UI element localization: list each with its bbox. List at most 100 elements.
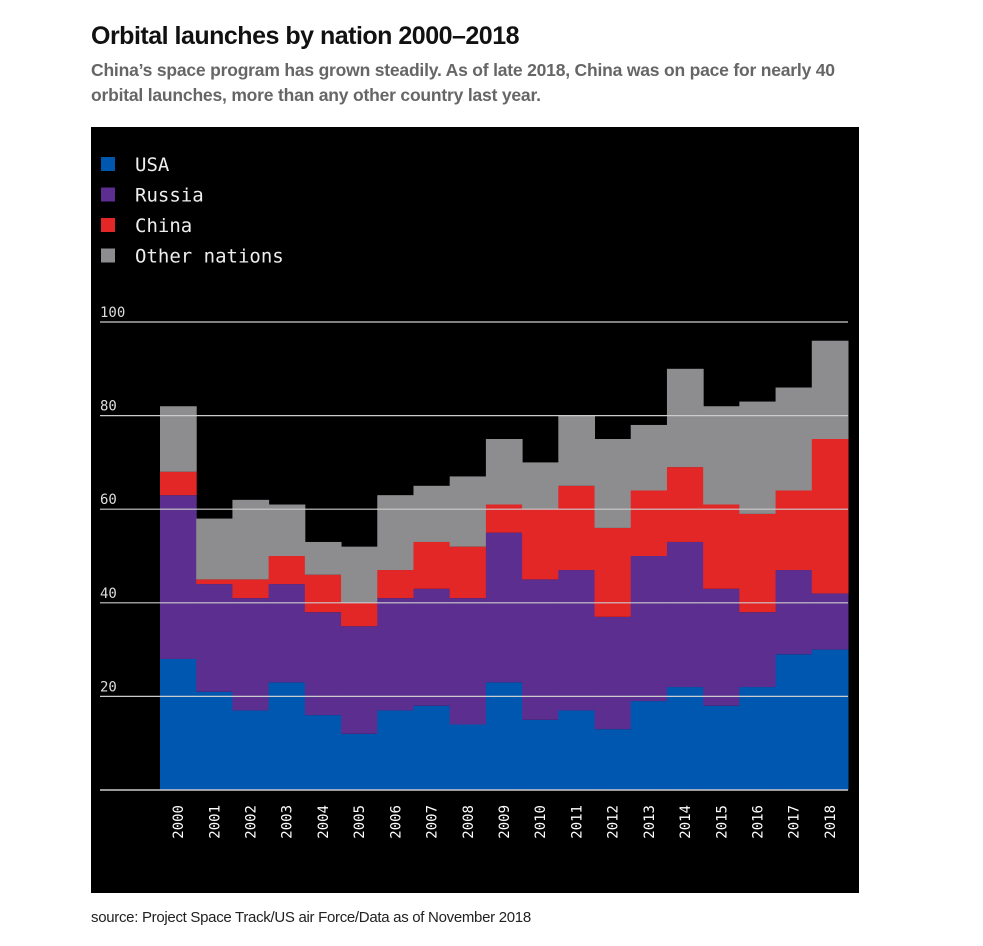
x-tick-label: 2003 <box>280 805 296 839</box>
bar-china-2006 <box>377 570 414 599</box>
bar-russia-2013 <box>630 556 668 702</box>
bar-other-nations-2001 <box>196 518 233 580</box>
bar-china-2000 <box>160 471 197 496</box>
bar-china-2007 <box>413 541 451 589</box>
x-tick-label: 2006 <box>388 805 404 839</box>
x-tick-label: 2004 <box>316 805 332 839</box>
bar-russia-2002 <box>232 598 270 711</box>
y-tick-label: 60 <box>100 492 117 508</box>
bar-usa-2012 <box>594 729 632 790</box>
bar-other-nations-2018 <box>811 340 849 439</box>
bar-usa-2005 <box>341 733 378 790</box>
stacked-bar-chart: 20 40 60 80 100 2000 2001 2002 2003 2004 2005 2006 2… <box>100 154 849 839</box>
bar-other-nations-2017 <box>775 387 813 491</box>
bar-russia-2009 <box>485 532 523 683</box>
bar-usa-2006 <box>377 710 414 790</box>
chart-title: Orbital launches by nation 2000–2018 <box>91 22 520 50</box>
source-note: source: Project Space Track/US air Force… <box>91 909 531 926</box>
x-tick-label: 2010 <box>533 805 549 839</box>
y-tick-label: 40 <box>100 586 117 602</box>
x-tick-label: 2015 <box>714 805 730 839</box>
bar-china-2016 <box>739 513 777 613</box>
bar-usa-2002 <box>232 710 270 790</box>
bar-usa-2018 <box>811 649 849 790</box>
bar-usa-2000 <box>160 658 197 790</box>
bar-other-nations-2006 <box>377 495 414 571</box>
bar-russia-2003 <box>268 584 306 683</box>
x-tick-label: 2008 <box>461 805 477 839</box>
bar-other-nations-2000 <box>160 406 197 472</box>
bar-russia-2000 <box>160 495 197 659</box>
bar-usa-2004 <box>304 715 342 790</box>
bar-russia-2010 <box>522 579 559 720</box>
x-tick-label: 2005 <box>352 805 368 839</box>
chart-subtitle: China’s space program has grown steadily… <box>91 60 835 105</box>
bar-china-2004 <box>304 574 342 613</box>
legend-label: Russia <box>135 185 204 207</box>
bar-usa-2016 <box>739 687 777 790</box>
bar-china-2008 <box>449 546 487 599</box>
bar-russia-2005 <box>341 626 378 734</box>
x-tick-label: 2001 <box>207 805 223 839</box>
bar-other-nations-2014 <box>666 368 704 468</box>
bar-other-nations-2016 <box>739 401 777 514</box>
bar-usa-2009 <box>485 682 523 790</box>
bar-russia-2011 <box>558 570 596 711</box>
legend-swatch <box>101 157 115 171</box>
bar-other-nations-2015 <box>703 406 740 505</box>
bar-other-nations-2010 <box>522 462 559 510</box>
x-tick-label: 2017 <box>787 805 803 839</box>
bar-china-2018 <box>811 439 849 594</box>
chart-panel: 20 40 60 80 100 2000 2001 2002 2003 2004 2005 2006 2… <box>91 127 859 893</box>
x-tick-label: 2007 <box>425 805 441 839</box>
bar-usa-2014 <box>666 687 704 790</box>
legend-swatch <box>101 187 115 202</box>
bar-russia-2015 <box>703 588 740 706</box>
bar-other-nations-2011 <box>558 415 596 486</box>
bar-china-2014 <box>666 467 704 542</box>
bar-china-2005 <box>341 602 378 627</box>
x-tick-label: 2016 <box>750 805 766 839</box>
x-tick-label: 2000 <box>171 805 187 839</box>
legend-label: Other nations <box>135 246 284 268</box>
bar-russia-2016 <box>739 612 777 688</box>
bar-china-2011 <box>558 485 596 571</box>
y-tick-label: 80 <box>100 399 117 415</box>
bar-other-nations-2013 <box>630 424 668 491</box>
bar-other-nations-2002 <box>232 499 270 580</box>
bar-usa-2010 <box>522 719 559 790</box>
bar-russia-2014 <box>666 541 704 688</box>
bar-china-2017 <box>775 490 813 571</box>
x-tick-label: 2009 <box>497 805 513 839</box>
bar-russia-2001 <box>196 584 233 692</box>
y-tick-label: 20 <box>100 679 117 695</box>
bar-usa-2017 <box>775 654 813 790</box>
bar-other-nations-2005 <box>341 546 378 603</box>
bar-russia-2012 <box>594 616 632 730</box>
legend-swatch <box>101 218 115 232</box>
bar-other-nations-2004 <box>304 541 342 575</box>
x-tick-label: 2014 <box>678 805 694 839</box>
bar-usa-2011 <box>558 710 596 790</box>
bar-other-nations-2012 <box>594 439 632 528</box>
bar-usa-2015 <box>703 705 740 790</box>
x-tick-label: 2011 <box>569 805 585 839</box>
bar-other-nations-2009 <box>485 439 523 505</box>
bar-china-2001 <box>196 579 233 585</box>
bar-usa-2007 <box>413 705 451 790</box>
bar-other-nations-2003 <box>268 504 306 556</box>
bar-china-2015 <box>703 504 740 589</box>
legend-swatch <box>101 248 115 263</box>
bar-russia-2017 <box>775 570 813 655</box>
bar-china-2002 <box>232 579 270 599</box>
bar-china-2010 <box>522 509 559 580</box>
y-tick-label: 100 <box>100 305 125 321</box>
bar-china-2013 <box>630 490 668 556</box>
bar-other-nations-2007 <box>413 485 451 542</box>
bar-russia-2007 <box>413 588 451 706</box>
bar-usa-2001 <box>196 691 233 790</box>
legend-label: China <box>135 215 192 237</box>
bar-russia-2004 <box>304 612 342 716</box>
bar-usa-2008 <box>449 724 487 790</box>
bar-russia-2008 <box>449 598 487 725</box>
